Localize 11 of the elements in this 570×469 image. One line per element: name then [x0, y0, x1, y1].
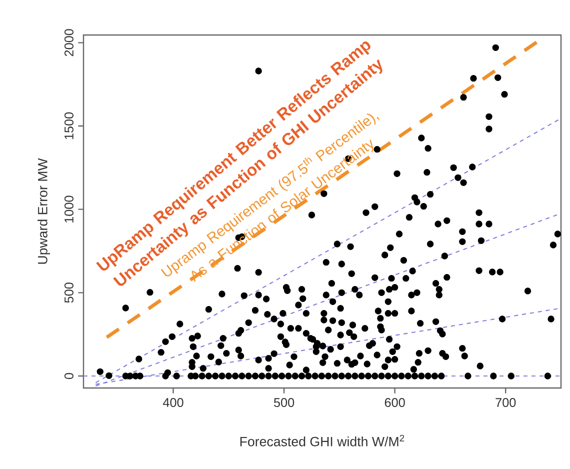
y-axis-title: Upward Error MW [38, 158, 50, 264]
x-tick-label: 500 [274, 398, 294, 408]
y-tick-label: 500 [64, 282, 74, 303]
x-tick-label: 600 [384, 398, 405, 408]
y-tick-label: 1500 [64, 112, 74, 140]
y-tick-label: 2000 [64, 29, 74, 56]
x-axis-title: Forecasted GHI width W/M$^{2}$ [240, 434, 404, 446]
x-tick-label: 400 [162, 398, 184, 408]
y-tick-label: 0 [64, 372, 74, 380]
y-tick-label: 1000 [64, 196, 74, 222]
x-tick-label: 700 [496, 398, 516, 408]
